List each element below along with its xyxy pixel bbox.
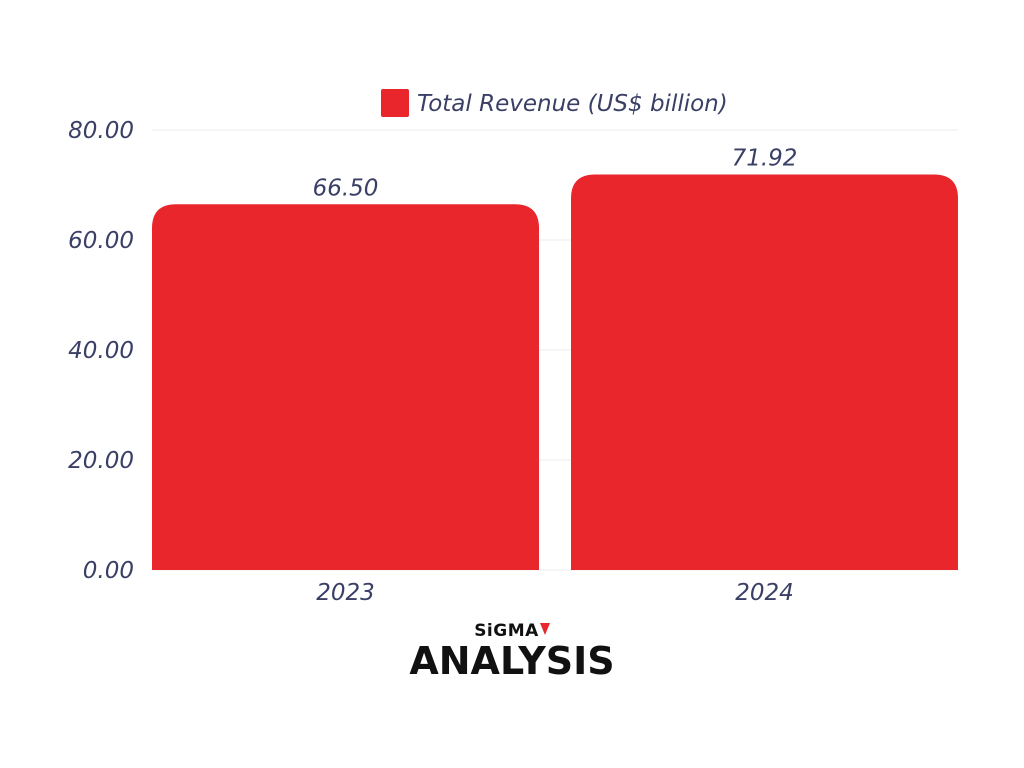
y-tick-label: 40.00 — [68, 338, 134, 364]
y-tick-label: 0.00 — [83, 558, 134, 584]
legend-swatch — [381, 89, 409, 117]
logo-analysis: ANALYSIS — [409, 639, 615, 683]
bars — [152, 174, 958, 570]
bar — [152, 204, 539, 570]
data-label: 71.92 — [732, 145, 798, 171]
data-labels: 66.50 71.92 — [313, 145, 798, 201]
data-label: 66.50 — [313, 175, 379, 201]
bar — [571, 174, 958, 570]
y-axis-ticks: 0.00 20.00 40.00 60.00 80.00 — [68, 118, 134, 584]
logo-flag-icon — [539, 623, 550, 635]
legend: Total Revenue (US$ billion) — [381, 89, 728, 117]
y-tick-label: 20.00 — [68, 448, 134, 474]
x-tick-label: 2024 — [735, 580, 794, 606]
y-tick-label: 60.00 — [68, 228, 134, 254]
sigma-analysis-logo: SiGMA ANALYSIS — [0, 622, 1024, 682]
legend-label: Total Revenue (US$ billion) — [417, 91, 728, 117]
bar-chart: 0.00 20.00 40.00 60.00 80.00 66.50 71.92 2023… — [68, 89, 958, 606]
x-axis-ticks: 2023 2024 — [316, 580, 794, 606]
logo-sigma: SiGMA — [0, 622, 1024, 640]
x-tick-label: 2023 — [316, 580, 375, 606]
y-tick-label: 80.00 — [68, 118, 134, 144]
